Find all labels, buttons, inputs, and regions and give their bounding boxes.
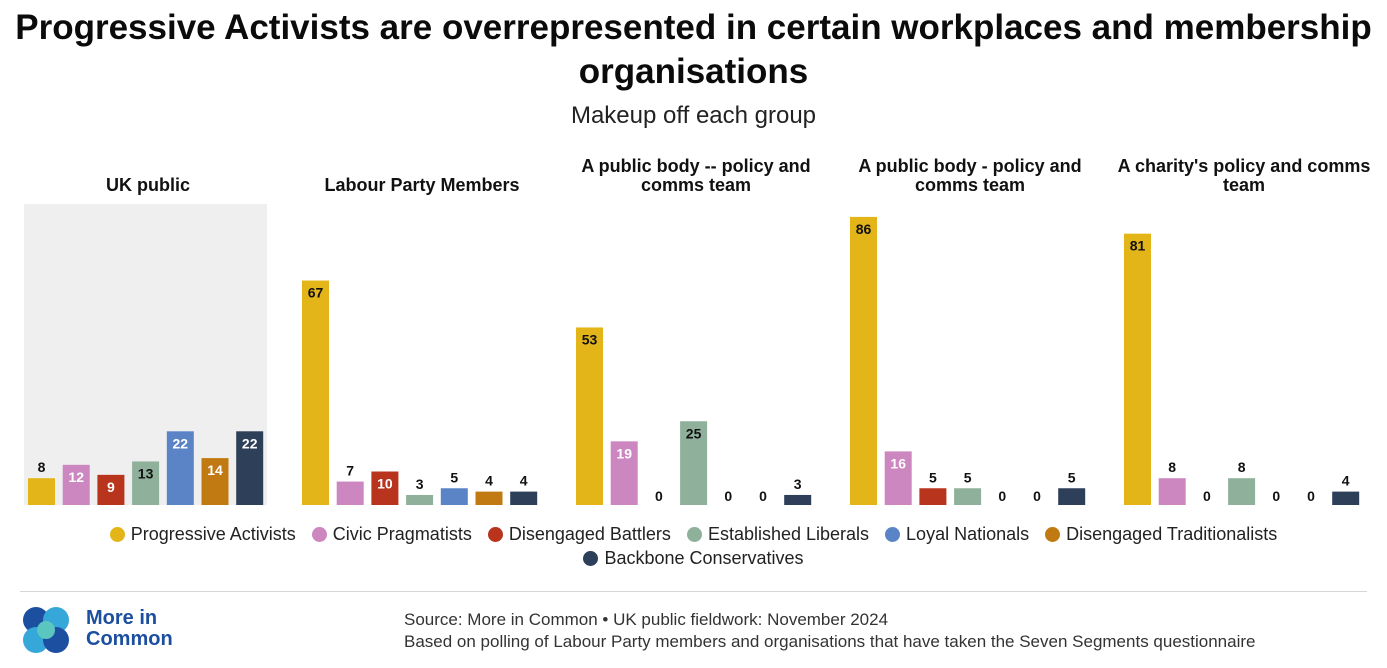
data-label: 53 xyxy=(582,331,598,347)
bar xyxy=(236,431,264,505)
bar xyxy=(1158,478,1186,505)
bar-chart: 8 12 9 13 22 14 22 67 7 10 3 5 4 4 53 19 0 25 0 0 3 86 16 5 5 0 0 5… xyxy=(24,204,1360,505)
data-label: 4 xyxy=(520,473,528,489)
data-label: 81 xyxy=(1130,238,1146,254)
bar xyxy=(97,474,125,505)
data-label: 10 xyxy=(377,476,393,492)
data-label: 5 xyxy=(450,469,458,485)
data-label: 22 xyxy=(173,435,189,451)
legend-label: Established Liberals xyxy=(707,523,870,544)
panel-title: A charity's policy and comms team xyxy=(1117,156,1371,195)
legend-swatch-icon xyxy=(487,526,503,542)
bar xyxy=(884,451,912,505)
legend-item: Progressive Activists xyxy=(109,523,296,544)
data-label: 25 xyxy=(686,425,702,441)
legend-swatch-icon xyxy=(109,526,125,542)
source-line-2: Based on polling of Labour Party members… xyxy=(404,632,1256,651)
legend-swatch-icon xyxy=(885,526,901,542)
data-label: 86 xyxy=(856,221,872,237)
bar xyxy=(919,488,947,505)
panel-title: Labour Party Members xyxy=(324,175,520,195)
data-label: 0 xyxy=(655,488,663,504)
data-label: 0 xyxy=(1272,488,1280,504)
chart-subtitle: Makeup off each group xyxy=(570,102,817,129)
legend-swatch-icon xyxy=(686,526,702,542)
legend-label: Loyal Nationals xyxy=(906,523,1030,544)
legend-item: Established Liberals xyxy=(686,523,870,544)
legend-label: Progressive Activists xyxy=(130,523,296,544)
panel-title: A public body - policy and comms team xyxy=(858,156,1082,195)
bar xyxy=(850,216,877,505)
chart-legend: Progressive Activists Civic Pragmatists Di… xyxy=(40,524,1347,568)
data-label: 7 xyxy=(346,463,354,479)
data-label: 3 xyxy=(416,476,424,492)
legend-swatch-icon xyxy=(1045,526,1061,542)
data-label: 0 xyxy=(724,488,732,504)
bar xyxy=(1124,233,1151,505)
data-label: 19 xyxy=(616,445,632,461)
bar xyxy=(62,464,90,505)
data-label: 9 xyxy=(107,479,115,495)
data-label: 4 xyxy=(485,473,493,489)
data-label: 5 xyxy=(964,469,972,485)
bar xyxy=(302,280,329,505)
bar xyxy=(784,494,812,505)
bar xyxy=(954,488,982,505)
bar xyxy=(475,491,503,505)
data-label: 8 xyxy=(1168,459,1176,475)
data-label: 12 xyxy=(68,469,84,485)
bar xyxy=(371,471,399,505)
bar xyxy=(440,488,468,505)
footer-divider xyxy=(20,591,1367,592)
data-label: 4 xyxy=(1342,473,1350,489)
legend-label: Disengaged Traditionalists xyxy=(1066,523,1278,544)
data-label: 5 xyxy=(1068,469,1076,485)
panel-title: A public body -- policy and comms team xyxy=(581,156,811,195)
data-label: 8 xyxy=(38,459,46,475)
data-label: 22 xyxy=(242,435,258,451)
data-label: 5 xyxy=(929,469,937,485)
legend-label: Backbone Conservatives xyxy=(604,547,804,568)
more-in-common-logo-icon xyxy=(23,607,69,653)
data-label: 67 xyxy=(308,285,324,301)
bar xyxy=(336,481,364,505)
source-note: Source: More in Common • UK public field… xyxy=(404,609,1374,653)
legend-item: Disengaged Traditionalists xyxy=(1045,524,1277,544)
data-label: 0 xyxy=(1203,488,1211,504)
bar xyxy=(1332,491,1360,505)
bar xyxy=(166,431,194,505)
bar xyxy=(201,458,229,505)
bar xyxy=(406,494,434,505)
data-label: 3 xyxy=(794,476,802,492)
data-label: 14 xyxy=(207,462,223,478)
data-label: 8 xyxy=(1238,459,1246,475)
data-label: 0 xyxy=(1307,488,1315,504)
data-label: 0 xyxy=(759,488,767,504)
legend-item: Loyal Nationals xyxy=(885,524,1029,544)
bar xyxy=(28,478,55,505)
legend-swatch-icon xyxy=(583,550,599,566)
bar xyxy=(576,327,603,505)
legend-item: Backbone Conservatives xyxy=(583,547,804,568)
bar xyxy=(680,421,708,505)
logo-text: More in Common xyxy=(86,607,173,650)
legend-item: Disengaged Battlers xyxy=(487,523,671,544)
bar xyxy=(510,491,538,505)
data-label: 16 xyxy=(890,455,906,471)
source-line-1: Source: More in Common • UK public field… xyxy=(404,610,889,629)
data-label: 0 xyxy=(1033,488,1041,504)
data-label: 13 xyxy=(138,465,154,481)
chart-title: Progressive Activists are overrepresente… xyxy=(15,8,1372,91)
panel-title: UK public xyxy=(106,175,190,195)
bar xyxy=(610,441,638,505)
bar xyxy=(1058,488,1086,505)
legend-label: Civic Pragmatists xyxy=(332,523,472,544)
bar xyxy=(1228,478,1256,505)
data-label: 0 xyxy=(998,488,1006,504)
bar xyxy=(132,461,160,505)
highlight-background xyxy=(24,204,267,505)
legend-label: Disengaged Battlers xyxy=(508,523,671,544)
legend-item: Civic Pragmatists xyxy=(311,523,472,544)
legend-swatch-icon xyxy=(311,526,327,542)
